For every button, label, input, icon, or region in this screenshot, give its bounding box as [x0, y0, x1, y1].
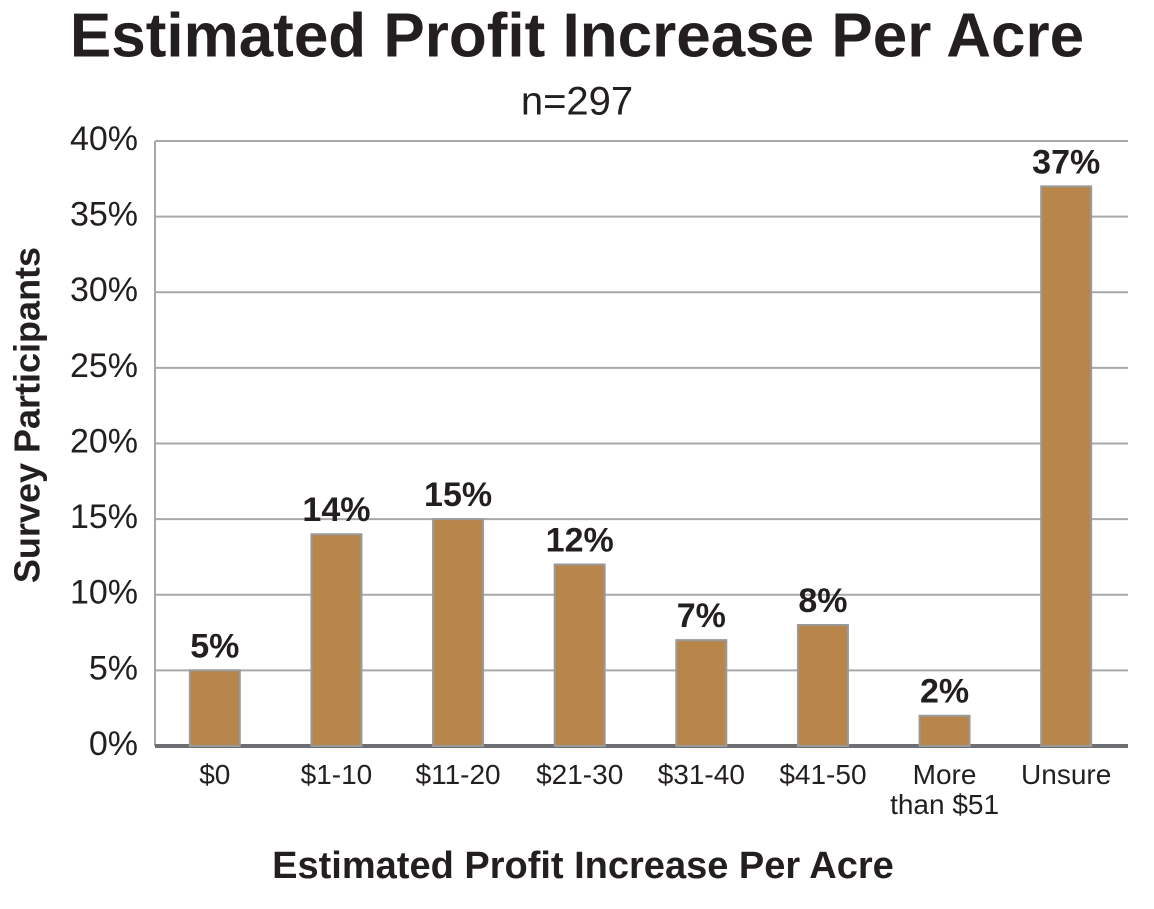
- value-label: 5%: [190, 627, 239, 665]
- chart-title: Estimated Profit Increase Per Acre: [70, 1, 1084, 70]
- y-tick-label: 25%: [70, 347, 138, 385]
- bar: [432, 518, 485, 747]
- value-label: 12%: [546, 521, 614, 559]
- y-tick-label: 40%: [70, 120, 138, 158]
- bar: [918, 714, 971, 747]
- bar: [675, 639, 728, 747]
- bar: [310, 533, 363, 747]
- bar: [553, 563, 606, 747]
- y-tick-label: 35%: [70, 196, 138, 234]
- y-tick-label: 10%: [70, 574, 138, 612]
- bar: [796, 624, 849, 747]
- y-tick-label: 0%: [89, 725, 138, 763]
- y-tick-label: 5%: [89, 649, 138, 687]
- y-tick-label: 20%: [70, 422, 138, 460]
- x-tick-label: $11-20: [415, 759, 501, 790]
- value-label: 8%: [798, 582, 847, 620]
- value-label: 2%: [920, 673, 969, 711]
- x-tick-label: Unsure: [1021, 759, 1112, 790]
- x-tick-label: $1-10: [300, 759, 373, 790]
- y-axis-title: Survey Participants: [7, 247, 48, 583]
- chart-subtitle: n=297: [521, 80, 633, 124]
- x-tick-label: $41-50: [779, 759, 867, 790]
- value-label: 15%: [424, 476, 492, 514]
- x-axis-title: Estimated Profit Increase Per Acre: [272, 845, 894, 887]
- bar: [1040, 185, 1093, 747]
- value-label: 7%: [677, 597, 726, 635]
- x-tick-label: More than $51: [890, 759, 1000, 820]
- value-label: 14%: [302, 491, 370, 529]
- x-tick-label: $0: [199, 759, 231, 790]
- y-tick-label: 30%: [70, 271, 138, 309]
- x-tick-label: $31-40: [657, 759, 745, 790]
- x-tick-label: $21-30: [536, 759, 624, 790]
- bar: [188, 669, 241, 747]
- y-tick-label: 15%: [70, 498, 138, 536]
- value-label: 37%: [1032, 143, 1100, 181]
